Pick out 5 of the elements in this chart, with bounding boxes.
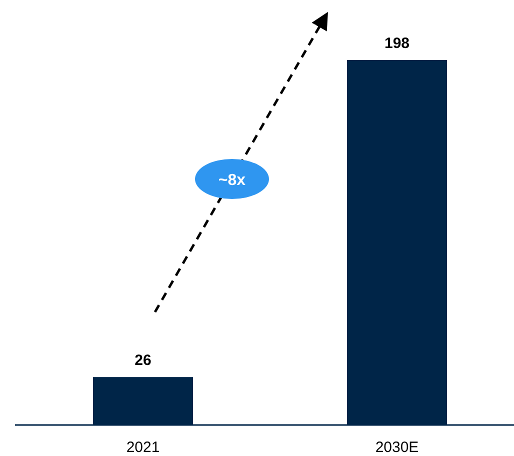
data-label: 198 (384, 35, 410, 52)
data-label: 26 (134, 352, 152, 370)
x-tick-label: 2021 (126, 439, 160, 456)
annotation: ~8x (218, 172, 246, 189)
x-tick-label: 2030E (375, 439, 419, 456)
